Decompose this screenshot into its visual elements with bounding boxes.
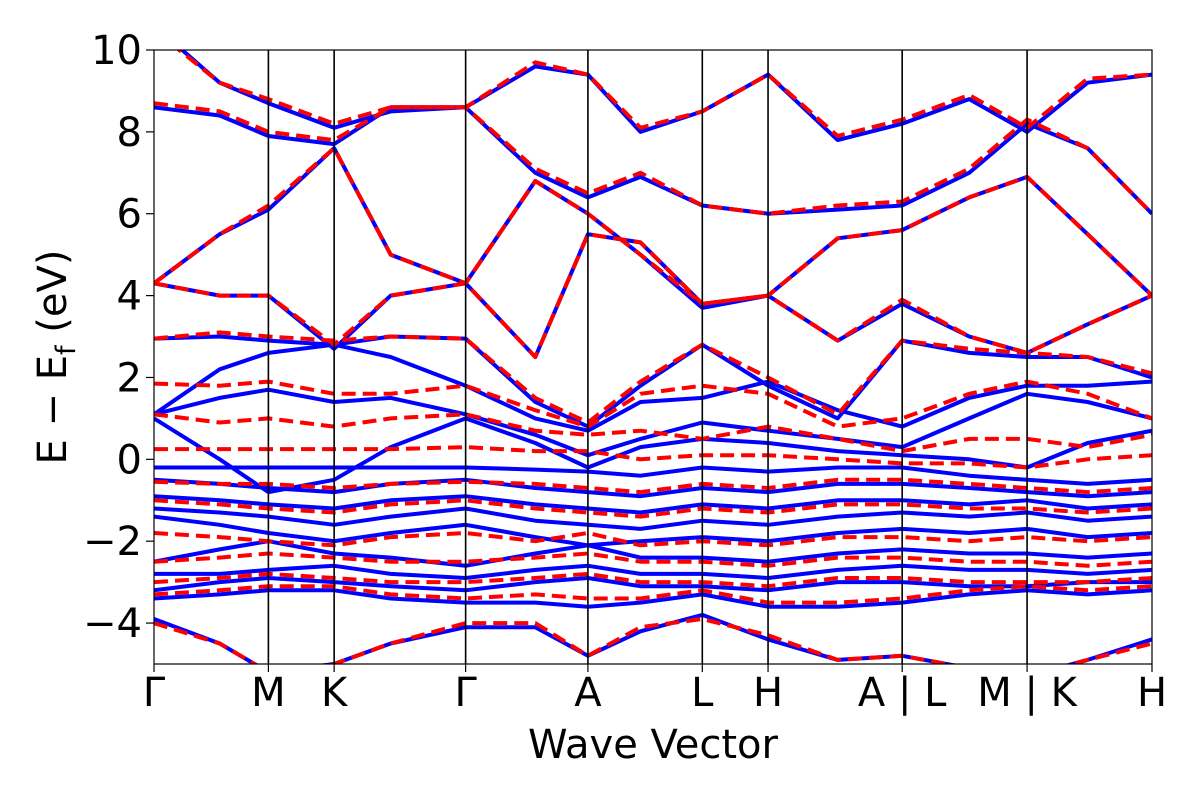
dashed-band-3 — [154, 232, 1152, 359]
x-tick-label: Γ — [143, 670, 166, 716]
dashed-band-0 — [176, 50, 1152, 138]
y-tick-label: 6 — [117, 192, 142, 238]
x-tick-label: A | L — [858, 670, 947, 716]
dashed-band-11 — [154, 551, 1152, 568]
solid-band-14 — [154, 563, 1152, 580]
solid-band-17 — [154, 612, 1152, 664]
dashed-band-13 — [154, 584, 1152, 605]
dashed-band-8 — [154, 477, 1152, 495]
x-tick-label: H — [753, 670, 783, 716]
y-tick-label: 2 — [117, 355, 142, 401]
solid-band-8 — [154, 465, 1152, 486]
dashed-band-9 — [154, 498, 1152, 519]
high-symmetry-lines — [267, 50, 1028, 664]
y-axis-label: E − Ef (eV) — [30, 250, 82, 465]
x-tick-label: H — [1137, 670, 1167, 716]
x-tick-label: M | K — [977, 670, 1078, 716]
solid-band-16 — [154, 588, 1152, 609]
plot-frame — [153, 49, 1153, 665]
solid-band-1 — [154, 105, 1152, 216]
x-tick-label: K — [321, 670, 349, 716]
solid-band-7 — [154, 416, 1152, 495]
dashed-band-7 — [154, 445, 1152, 470]
x-tick-label: L — [691, 670, 714, 716]
y-tick-label: −2 — [83, 519, 142, 565]
y-tick-label: 8 — [117, 110, 142, 156]
dashed-band-12 — [154, 571, 1152, 589]
y-axis-ticks: 10 8 6 4 2 0 −2 −4 — [83, 28, 154, 647]
solid-band-2 — [154, 146, 1152, 310]
dashed-band-2 — [154, 146, 1152, 306]
y-tick-label: 0 — [117, 437, 142, 483]
dashed-band-1 — [154, 101, 1152, 216]
solid-band-11 — [154, 506, 1152, 531]
solid-band-10 — [154, 494, 1152, 515]
x-tick-label: M — [251, 670, 286, 716]
dashed-band-5 — [154, 379, 1152, 429]
dashed-band-10 — [154, 531, 1152, 548]
dashed-band-6 — [154, 412, 1152, 454]
x-tick-label: Γ — [454, 670, 477, 716]
solid-band-15 — [154, 576, 1152, 593]
x-tick-label: A — [574, 670, 602, 716]
solid-band-12 — [154, 514, 1152, 548]
solid-band-6 — [154, 387, 1152, 458]
y-tick-label: 10 — [91, 28, 142, 74]
solid-band-4 — [154, 334, 1152, 429]
solid-band-13 — [154, 539, 1152, 568]
solid-band-5 — [154, 342, 1152, 433]
x-axis-label: Wave Vector — [528, 722, 779, 768]
solid-band-9 — [154, 477, 1152, 499]
solid-band-0 — [179, 50, 1152, 143]
y-tick-label: −4 — [83, 601, 142, 647]
bands-layer — [154, 50, 1152, 664]
dashed-band-4 — [154, 330, 1152, 425]
y-tick-label: 4 — [117, 274, 142, 320]
